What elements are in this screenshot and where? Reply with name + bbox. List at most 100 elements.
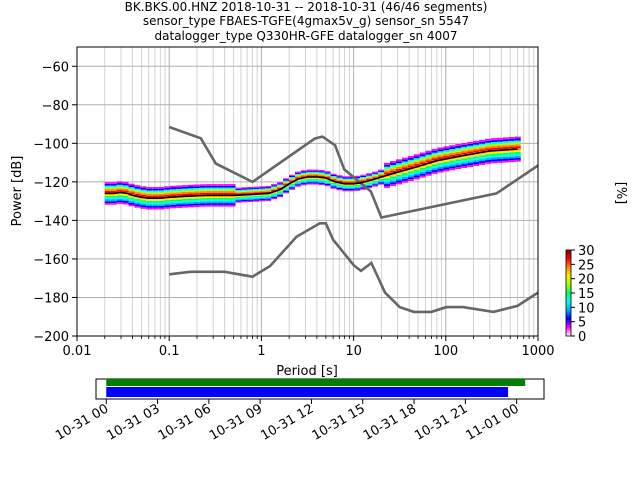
heatmap-cell xyxy=(390,174,396,177)
heatmap-cell xyxy=(277,182,284,184)
heatmap-cell xyxy=(312,174,319,176)
heatmap-cell xyxy=(176,192,183,195)
heatmap-cell xyxy=(205,196,212,198)
heatmap-cell xyxy=(407,171,414,174)
heatmap-cell xyxy=(294,175,301,177)
heatmap-cell xyxy=(235,187,242,189)
heatmap-cell xyxy=(253,188,260,191)
heatmap-cell xyxy=(199,192,206,195)
heatmap-cell xyxy=(485,152,492,155)
colorbar-label: [%] xyxy=(613,182,628,205)
heatmap-cell xyxy=(253,198,260,200)
heatmap-cell xyxy=(146,195,153,198)
heatmap-cell xyxy=(312,178,319,180)
heatmap-cell xyxy=(366,174,373,176)
heatmap-cell xyxy=(407,179,414,182)
heatmap-cell xyxy=(473,144,480,147)
heatmap-cell xyxy=(146,199,153,201)
heatmap-cell xyxy=(259,195,266,197)
heatmap-cell xyxy=(306,178,313,180)
heatmap-cell xyxy=(152,195,159,198)
heatmap-cell xyxy=(170,203,177,205)
heatmap-cell xyxy=(241,190,248,192)
heatmap-cell xyxy=(502,139,509,142)
heatmap-cell xyxy=(443,155,450,158)
heatmap-cell xyxy=(193,191,200,194)
heatmap-cell xyxy=(182,198,188,201)
heatmap-cell xyxy=(360,174,367,176)
heatmap-cell xyxy=(265,197,272,199)
heatmap-cell xyxy=(146,200,153,203)
heatmap-cell xyxy=(413,177,420,180)
heatmap-cell xyxy=(217,192,224,195)
heatmap-cell xyxy=(277,185,284,187)
heatmap-cell xyxy=(473,162,480,164)
heatmap-cell xyxy=(277,187,284,190)
heatmap-cell xyxy=(134,204,141,206)
x-tick-label: 10 xyxy=(345,344,362,359)
heatmap-cell xyxy=(199,201,206,204)
heatmap-cell xyxy=(104,182,111,184)
heatmap-cell xyxy=(187,200,194,203)
heatmap-cell xyxy=(390,168,396,171)
x-ticks: 0.01 0.1 1 10 100 1000 xyxy=(63,336,555,359)
heatmap-cell xyxy=(443,150,450,153)
heatmap-cell xyxy=(253,191,260,193)
heatmap-cell xyxy=(176,185,183,188)
heatmap-cell xyxy=(437,164,444,167)
heatmap-cell xyxy=(473,148,480,151)
heatmap-cell xyxy=(491,144,497,146)
heatmap-cell xyxy=(277,191,284,193)
heatmap-cell xyxy=(182,204,188,206)
heatmap-cell xyxy=(164,205,171,208)
heatmap-cell xyxy=(205,203,212,205)
heatmap-cell xyxy=(247,189,254,191)
heatmap-cell xyxy=(152,190,159,193)
heatmap-cell xyxy=(342,179,349,181)
heatmap-cell xyxy=(223,203,230,205)
heatmap-cell xyxy=(514,140,521,143)
heatmap-cell xyxy=(342,176,349,178)
heatmap-cell xyxy=(122,181,129,184)
heatmap-cell xyxy=(342,182,349,184)
heatmap-cell xyxy=(425,152,432,155)
heatmap-cell xyxy=(170,201,177,204)
heatmap-cell xyxy=(229,185,236,188)
heatmap-cell xyxy=(508,154,515,157)
heatmap-cell xyxy=(413,169,420,172)
heatmap-cell xyxy=(508,138,515,141)
heatmap-cell xyxy=(176,202,183,205)
heatmap-cell xyxy=(170,197,177,200)
heatmap-cell xyxy=(294,179,301,181)
heatmap-cell xyxy=(300,183,307,185)
heatmap-cell xyxy=(146,202,153,205)
heatmap-cell xyxy=(229,197,236,200)
heatmap-cell xyxy=(479,147,486,150)
heatmap-cell xyxy=(443,169,450,172)
heatmap-cell xyxy=(247,199,254,201)
heatmap-cell xyxy=(372,172,379,174)
heatmap-cell xyxy=(437,166,444,169)
heatmap-cell xyxy=(455,144,462,146)
heatmap-cell xyxy=(271,189,278,192)
heatmap-cell xyxy=(104,190,111,193)
heatmap-cell xyxy=(437,160,444,163)
heatmap-cell xyxy=(199,189,206,192)
heatmap-cell xyxy=(496,147,503,150)
heatmap-cell xyxy=(306,175,313,177)
heatmap-cell xyxy=(271,195,278,197)
heatmap-cell xyxy=(502,152,509,155)
heatmap-cell xyxy=(401,180,408,183)
heatmap-cell xyxy=(306,182,313,184)
heatmap-cell xyxy=(217,204,224,207)
noise-models xyxy=(168,125,539,314)
heatmap-cell xyxy=(318,171,325,173)
heatmap-cell xyxy=(253,190,260,192)
heatmap-cell xyxy=(187,203,194,206)
heatmap-cell xyxy=(479,157,486,160)
heatmap-cell xyxy=(277,186,284,188)
heatmap-cell xyxy=(378,174,385,176)
heatmap-cell xyxy=(502,156,509,159)
